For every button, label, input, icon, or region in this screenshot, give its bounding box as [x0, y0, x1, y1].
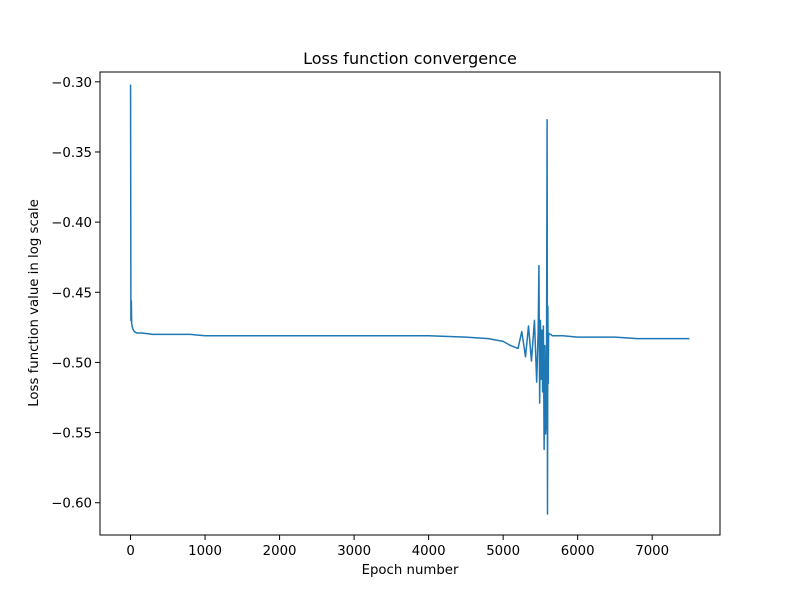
- y-axis-label: Loss function value in log scale: [27, 199, 42, 407]
- x-tick-label: 1000: [188, 544, 222, 559]
- x-tick-label: 2000: [263, 544, 297, 559]
- axes-frame: [99, 71, 721, 536]
- y-tick-label: −0.30: [51, 76, 92, 91]
- y-axis: −0.30 −0.35 −0.40 −0.45 −0.50 −0.55 −0.60: [51, 76, 100, 512]
- x-axis-label: Epoch number: [362, 563, 459, 578]
- x-tick-label: 0: [126, 544, 134, 559]
- y-tick-label: −0.35: [51, 146, 92, 161]
- x-tick-label: 6000: [561, 544, 595, 559]
- x-tick-label: 7000: [635, 544, 669, 559]
- x-tick-label: 5000: [486, 544, 520, 559]
- y-tick-label: −0.55: [51, 427, 92, 442]
- x-tick-label: 3000: [337, 544, 371, 559]
- series-line-1: [129, 84, 690, 515]
- x-tick-label: 4000: [412, 544, 446, 559]
- y-tick-label: −0.50: [51, 356, 92, 371]
- y-tick-label: −0.40: [51, 216, 92, 231]
- y-tick-label: −0.45: [51, 286, 92, 301]
- chart-title: Loss function convergence: [303, 49, 517, 68]
- y-tick-label: −0.60: [51, 497, 92, 512]
- plot-area: [129, 84, 690, 515]
- x-axis: 0 1000 2000 3000 4000 5000 6000 7000: [126, 535, 669, 559]
